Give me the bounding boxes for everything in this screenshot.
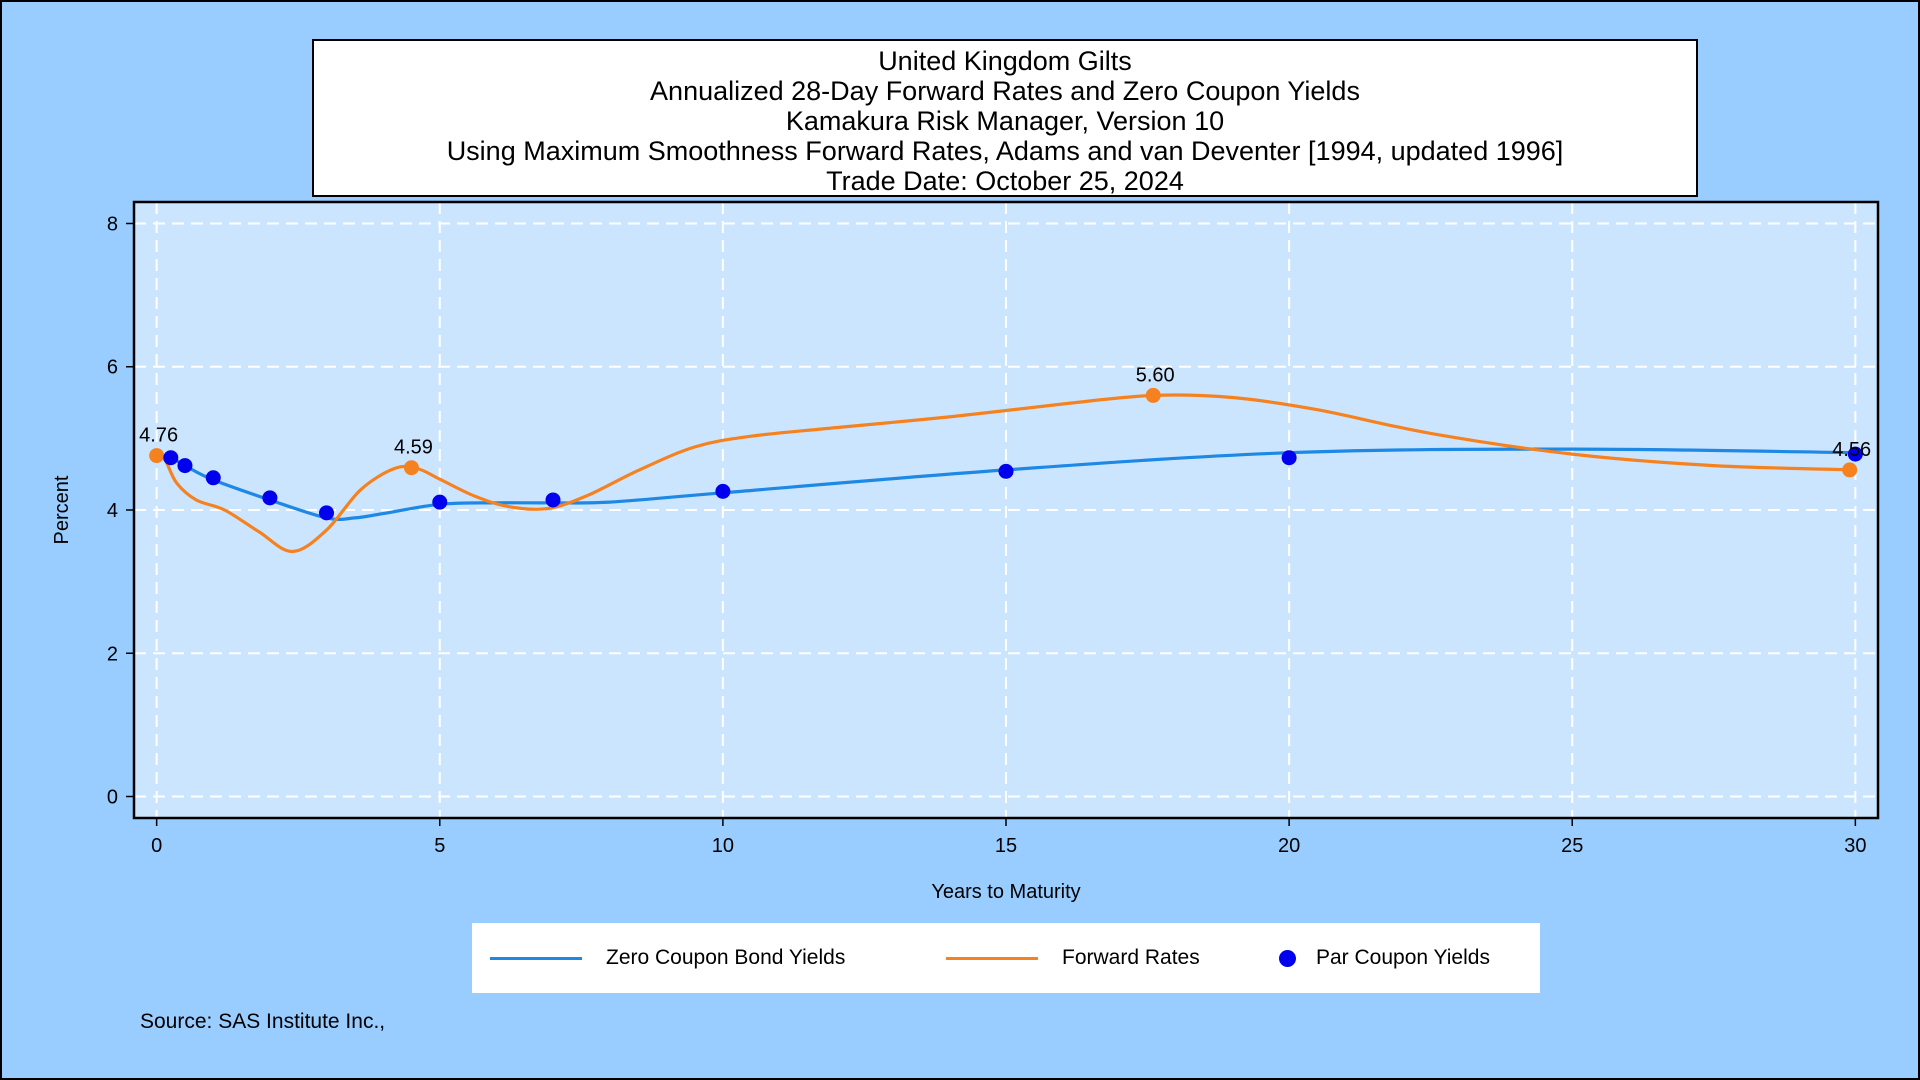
par-coupon-point — [177, 458, 193, 474]
x-tick-label: 10 — [712, 835, 734, 857]
x-tick-label: 5 — [434, 835, 445, 857]
chart-title-line-4: Using Maximum Smoothness Forward Rates, … — [446, 136, 1564, 166]
forward-marker-label: 4.56 — [1832, 439, 1871, 461]
legend-label-zero: Zero Coupon Bond Yields — [606, 946, 846, 969]
source-note: Source: SAS Institute Inc., — [140, 1010, 386, 1033]
par-coupon-point — [163, 450, 179, 466]
par-coupon-point — [319, 505, 335, 521]
legend-item-zero: Zero Coupon Bond Yields — [490, 923, 845, 993]
x-tick-label: 30 — [1844, 835, 1866, 857]
legend-swatch-forward — [946, 956, 1038, 960]
x-axis-label: Years to Maturity — [931, 881, 1080, 903]
chart-title-line-2: Annualized 28-Day Forward Rates and Zero… — [650, 76, 1360, 106]
par-coupon-point — [432, 494, 448, 510]
par-coupon-point — [262, 490, 278, 506]
par-coupon-point — [1281, 450, 1297, 466]
legend-item-par: Par Coupon Yields — [1279, 923, 1490, 993]
legend-label-par: Par Coupon Yields — [1316, 946, 1490, 969]
chart-title-box: United Kingdom Gilts Annualized 28-Day F… — [312, 39, 1698, 197]
legend: Zero Coupon Bond Yields Forward Rates Pa… — [472, 923, 1540, 993]
legend-swatch-zero — [490, 956, 582, 960]
forward-marker-label: 5.60 — [1136, 364, 1175, 386]
legend-label-forward: Forward Rates — [1062, 946, 1200, 969]
forward-marker — [149, 448, 165, 464]
forward-rate-line — [155, 393, 1856, 554]
y-tick-label: 4 — [107, 500, 118, 522]
forward-marker — [1145, 387, 1161, 403]
y-tick-label: 2 — [107, 643, 118, 665]
x-tick-label: 15 — [995, 835, 1017, 857]
par-coupon-point — [1847, 446, 1863, 462]
chart-title-line-3: Kamakura Risk Manager, Version 10 — [785, 106, 1225, 136]
forward-marker — [403, 460, 419, 476]
par-coupon-point — [998, 463, 1014, 479]
legend-item-forward: Forward Rates — [946, 923, 1200, 993]
chart-title-line-5: Trade Date: October 25, 2024 — [826, 166, 1184, 196]
y-axis-label: Percent — [51, 475, 73, 544]
legend-swatch-par — [1279, 949, 1296, 967]
x-tick-label: 0 — [151, 835, 162, 857]
forward-marker — [1842, 462, 1858, 478]
y-tick-label: 8 — [107, 213, 118, 235]
x-tick-label: 20 — [1278, 835, 1300, 857]
forward-marker-label: 4.76 — [139, 425, 178, 447]
par-coupon-point — [545, 492, 561, 508]
chart-title-line-1: United Kingdom Gilts — [878, 46, 1132, 76]
par-coupon-point — [205, 470, 221, 486]
par-coupon-point — [715, 483, 731, 499]
x-tick-label: 25 — [1561, 835, 1583, 857]
forward-marker-label: 4.59 — [394, 437, 433, 459]
y-tick-label: 6 — [107, 357, 118, 379]
y-tick-label: 0 — [107, 787, 118, 809]
